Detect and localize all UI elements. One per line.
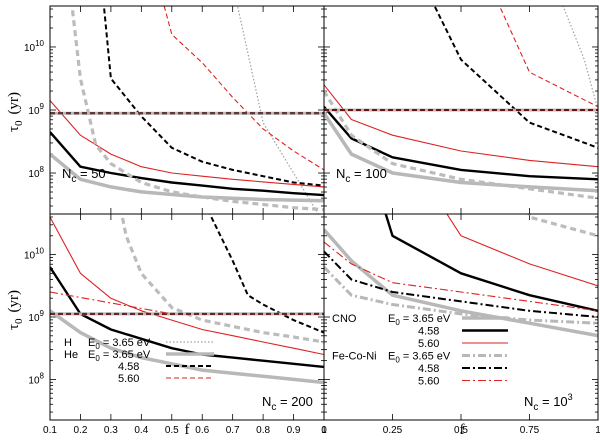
series-line: CNO 4.58 — [208, 214, 324, 334]
series-line: CNO 4.58 — [433, 6, 598, 149]
y-tick-label: 108 — [28, 371, 44, 386]
x-tick-label: 0.1 — [43, 425, 57, 436]
panel-bottom-right: 0 0.25 0.5 0.75 1CNO E0 = 3.65 eVCNO 4.58CNO… — [321, 213, 600, 436]
x-tick-label: 0.9 — [287, 425, 301, 436]
series-line: He 5.60 — [50, 100, 324, 188]
legend-energy: E0 = 3.65 eV — [388, 313, 451, 327]
y-tick-label: 109 — [28, 309, 44, 324]
series-line: CNO 4.58 — [102, 6, 324, 187]
x-tick-label: 0.4 — [134, 425, 148, 436]
series-line: Fe-Co-Ni 5.60 — [324, 241, 598, 312]
x-tick-label: 1 — [321, 425, 327, 436]
ylabel-unit: (yr) — [6, 290, 22, 313]
legend-energy: 5.60 — [418, 376, 439, 388]
legend-energy: 5.60 — [118, 373, 139, 385]
legend-energy: E0 = 3.65 eV — [88, 349, 151, 363]
series-line: He 4.58 — [50, 266, 324, 369]
y-tick-label: 1010 — [24, 39, 45, 54]
x-axis-label-right: f — [460, 422, 465, 438]
y-tick-label: 108 — [28, 165, 44, 180]
series-line: H dotted extra — [50, 291, 172, 315]
x-tick-label: 0 — [321, 425, 327, 436]
panel-annotation: Nc = 100 — [336, 166, 387, 185]
series-line: CNO 4.58 — [384, 214, 598, 312]
legend-energy: E0 = 3.65 eV — [88, 337, 151, 351]
x-tick-label: 0.2 — [73, 425, 87, 436]
legend-energy: 5.60 — [418, 338, 439, 350]
series-line: He E0 = 3.65 eV — [324, 112, 598, 193]
ylabel-unit: (yr) — [6, 92, 22, 115]
x-tick-label: 0.8 — [256, 425, 270, 436]
series-line: H E0 = 3.65 eV — [562, 6, 598, 111]
y-tick-label: 1010 — [24, 247, 45, 262]
series-line: CNO E0 = 3.65 eV — [70, 6, 324, 212]
x-axis-label-left: f — [185, 422, 190, 438]
series-group: CNO E0 = 3.65 eVCNO 4.58CNO 5.60CNO extr… — [324, 214, 598, 338]
legend-energy: 4.58 — [418, 363, 439, 375]
y-axis-label-bottom: τ0 (yr) — [6, 290, 25, 330]
series-line: CNO extra — [527, 214, 598, 238]
series-line: He 4.58 — [50, 131, 324, 197]
ylabel-tau: τ — [6, 126, 22, 132]
legend-energy: 4.58 — [418, 326, 439, 338]
series-line: CNO 5.60 — [498, 6, 598, 108]
series-line: CNO 5.60 — [446, 214, 598, 287]
panel-annotation: Nc = 50 — [62, 166, 106, 185]
ylabel-sub: 0 — [13, 318, 25, 324]
x-tick-label: 0.75 — [520, 425, 540, 436]
x-tick-label: 0.7 — [226, 425, 240, 436]
series-line: He 5.60 — [324, 84, 598, 168]
series-line: CNO E0 = 3.65 eV — [324, 90, 598, 200]
panel-frame — [323, 213, 599, 421]
series-line: He 5.60 — [50, 216, 324, 356]
x-tick-label: 0.5 — [454, 425, 468, 436]
ticks: 108 109 1010 — [24, 6, 325, 214]
legend-label: CNO — [332, 313, 357, 325]
x-tick-label: 1 — [595, 425, 600, 436]
legend-energy: 4.58 — [118, 361, 139, 373]
panel-annotation: Nc = 200 — [262, 394, 313, 413]
legend-label: He — [64, 349, 78, 361]
ylabel-sub: 0 — [13, 120, 25, 126]
x-tick-label: 0.6 — [195, 425, 209, 436]
panel-annotation: Nc = 103 — [524, 392, 573, 413]
legend-label: Fe-Co-Ni — [332, 351, 377, 363]
svg-text:τ0(yr): τ0 (yr) — [6, 92, 25, 132]
series-line: CNO E0 = 3.65 eV — [324, 228, 598, 338]
series-line: CNO E0 = 3.65 eV — [120, 214, 324, 344]
ylabel-tau: τ — [6, 324, 22, 330]
y-axis-label-top: τ0 (yr) — [6, 92, 25, 132]
panel-frame — [49, 213, 325, 421]
y-tick-label: 109 — [28, 102, 44, 117]
series-line: He 4.58 — [324, 106, 598, 181]
x-tick-label: 0.5 — [165, 425, 179, 436]
series-line: Fe-Co-Ni 4.58 — [324, 250, 598, 318]
legend-label: H — [64, 337, 72, 349]
x-tick-label: 0.25 — [383, 425, 403, 436]
series-line: CNO 5.60 — [163, 6, 324, 171]
legend-energy: E0 = 3.65 eV — [388, 351, 451, 365]
x-tick-label: 0.3 — [104, 425, 118, 436]
series-line: Fe-Co-Ni 3.65 eV — [324, 266, 598, 325]
svg-text:τ0(yr): τ0 (yr) — [6, 290, 25, 330]
